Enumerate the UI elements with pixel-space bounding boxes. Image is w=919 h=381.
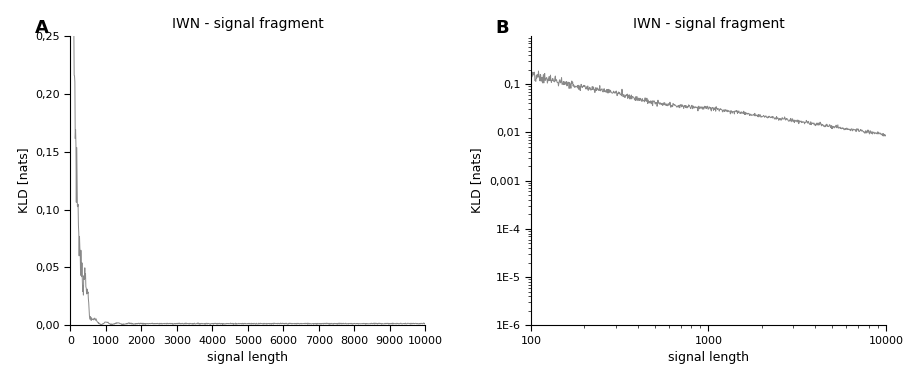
Title: IWN - signal fragment: IWN - signal fragment: [632, 17, 783, 30]
Title: IWN - signal fragment: IWN - signal fragment: [172, 17, 323, 30]
Text: B: B: [495, 19, 508, 37]
Y-axis label: KLD [nats]: KLD [nats]: [470, 148, 482, 213]
Y-axis label: KLD [nats]: KLD [nats]: [17, 148, 29, 213]
X-axis label: signal length: signal length: [207, 351, 288, 364]
X-axis label: signal length: signal length: [667, 351, 748, 364]
Text: A: A: [35, 19, 49, 37]
